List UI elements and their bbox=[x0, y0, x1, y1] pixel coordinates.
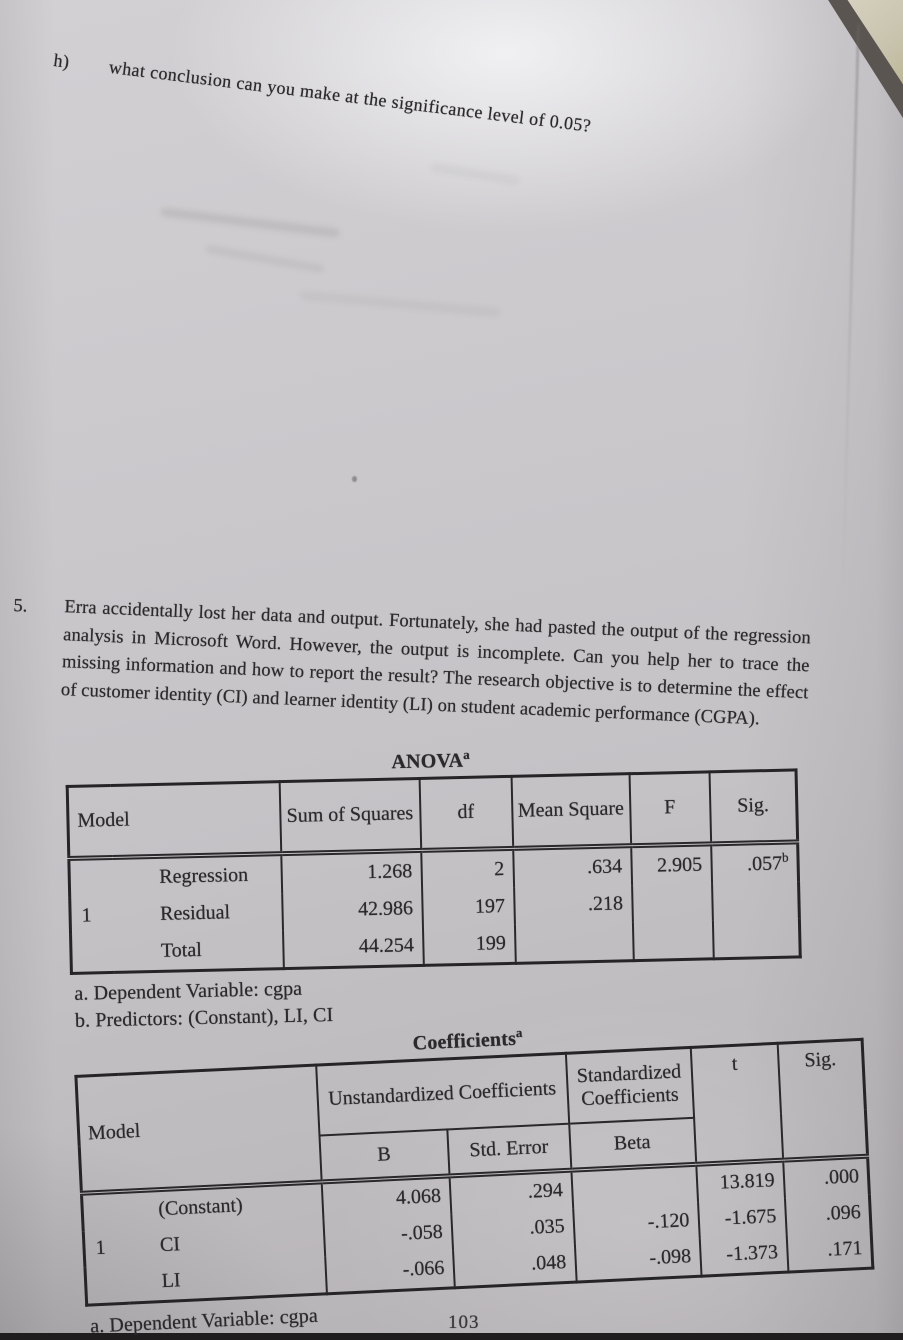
question-5-number: 5. bbox=[12, 595, 28, 617]
coefficients-header-b: B bbox=[318, 1129, 450, 1182]
table-cell: -.098 bbox=[574, 1238, 702, 1282]
anova-header-df: df bbox=[419, 776, 513, 851]
table-cell: -1.373 bbox=[699, 1234, 788, 1276]
table-cell: 2 bbox=[420, 848, 514, 890]
table-cell: -.058 bbox=[322, 1214, 453, 1257]
table-cell: .294 bbox=[449, 1169, 573, 1215]
table-cell: .035 bbox=[450, 1208, 575, 1251]
table-cell: .096 bbox=[784, 1194, 872, 1235]
question-h-label: h) bbox=[52, 50, 71, 72]
coefficients-header-sig: Sig. bbox=[777, 1038, 868, 1160]
table-cell bbox=[712, 918, 801, 959]
table-cell: 44.254 bbox=[282, 926, 424, 969]
table-cell: .000 bbox=[782, 1155, 870, 1199]
anova-row-label: Total bbox=[113, 929, 284, 973]
table-cell: -.066 bbox=[324, 1250, 455, 1294]
paper-speck bbox=[352, 476, 357, 482]
anova-header-model: Model bbox=[67, 781, 281, 859]
anova-header-f: F bbox=[629, 771, 711, 846]
anova-header-sum-of-squares: Sum of Squares bbox=[279, 778, 421, 854]
anova-table: Model Sum of Squares df Mean Square F Si… bbox=[65, 768, 802, 975]
page-number: 103 bbox=[448, 1312, 480, 1333]
coefficients-table: Model Unstandardized Coefficients Standa… bbox=[74, 1037, 875, 1307]
anova-row-label: Residual bbox=[112, 892, 283, 934]
table-cell: 2.905 bbox=[630, 843, 712, 885]
coefficients-header-model: Model bbox=[75, 1064, 322, 1193]
anova-section: ANOVAa Model Sum of Squares df Mean Squa… bbox=[65, 739, 802, 1034]
table-cell bbox=[632, 920, 714, 961]
anova-row-label: Regression bbox=[111, 853, 282, 897]
table-cell: .048 bbox=[452, 1244, 577, 1288]
anova-title-superscript: a bbox=[462, 746, 470, 762]
table-cell: .634 bbox=[512, 845, 632, 888]
coefficients-header-std-error: Std. Error bbox=[446, 1123, 571, 1176]
table-cell: 42.986 bbox=[281, 889, 423, 930]
sig-superscript: b bbox=[781, 849, 789, 866]
coefficients-title-superscript: a bbox=[515, 1024, 523, 1041]
table-cell: 1.268 bbox=[280, 850, 422, 893]
coefficients-row-label: LI bbox=[126, 1256, 327, 1303]
table-cell: 197 bbox=[421, 887, 515, 927]
coefficients-header-beta: Beta bbox=[568, 1117, 696, 1170]
table-cell bbox=[570, 1163, 698, 1209]
coefficients-section: Coefficientsa Model Unstandardized Coeff… bbox=[73, 1009, 875, 1340]
table-cell: .171 bbox=[786, 1230, 873, 1272]
table-cell: .057b bbox=[710, 841, 799, 884]
table-cell bbox=[631, 883, 713, 922]
table-cell bbox=[711, 881, 800, 921]
table-cell: 199 bbox=[422, 924, 516, 966]
table-cell: -1.675 bbox=[697, 1198, 787, 1239]
table-cell: .218 bbox=[513, 884, 633, 925]
anova-header-sig: Sig. bbox=[709, 769, 798, 844]
anova-header-mean-square: Mean Square bbox=[511, 773, 631, 849]
coefficients-header-standardized: Standardized Coefficients bbox=[565, 1047, 694, 1124]
coefficients-header-t: t bbox=[690, 1042, 783, 1164]
coefficients-header-unstandardized: Unstandardized Coefficients bbox=[315, 1052, 569, 1136]
anova-model-number: 1 bbox=[68, 857, 115, 974]
table-cell: -.120 bbox=[572, 1202, 700, 1245]
coefficients-model-number: 1 bbox=[81, 1190, 129, 1305]
table-cell: 13.819 bbox=[695, 1159, 785, 1203]
table-cell bbox=[514, 921, 634, 963]
table-cell: 4.068 bbox=[321, 1175, 451, 1221]
